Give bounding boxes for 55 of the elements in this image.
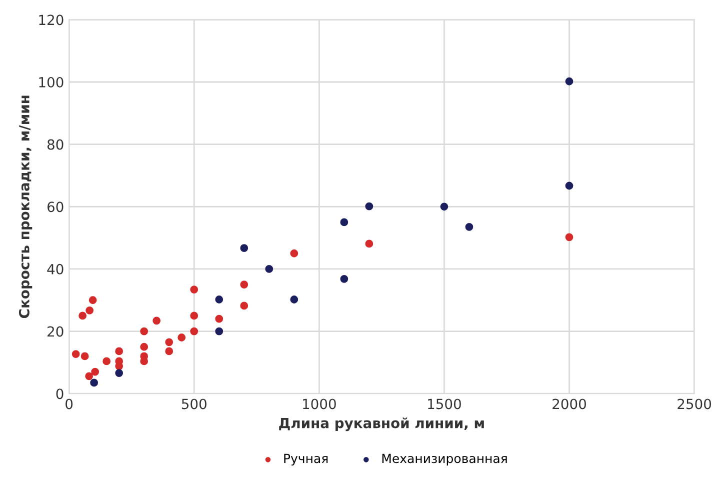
y-tick-label: 20 xyxy=(48,326,64,337)
point xyxy=(165,338,174,346)
point xyxy=(115,369,124,377)
point xyxy=(340,218,348,226)
point xyxy=(85,372,94,380)
point xyxy=(102,357,111,366)
point xyxy=(565,233,574,242)
point xyxy=(440,202,448,211)
x-tick-label: 0 xyxy=(66,398,73,410)
point xyxy=(190,327,198,336)
point xyxy=(165,347,174,356)
point xyxy=(86,306,94,314)
point xyxy=(465,222,474,231)
point xyxy=(115,347,124,356)
x-tick-label: 1500 xyxy=(428,398,461,410)
x-tick-label: 1000 xyxy=(303,398,336,410)
y-tick-label: 100 xyxy=(39,76,64,88)
point xyxy=(215,296,224,304)
y-tick-label: 40 xyxy=(47,264,64,274)
point xyxy=(565,77,574,86)
point xyxy=(340,274,348,283)
legend-label: Ручная xyxy=(284,454,328,466)
x-tick-label: 2500 xyxy=(678,398,712,410)
point xyxy=(140,342,148,351)
point xyxy=(215,327,224,336)
point xyxy=(215,314,224,323)
legend-label: Механизированная xyxy=(382,454,507,466)
point xyxy=(265,265,274,273)
point xyxy=(190,286,198,294)
point xyxy=(290,249,298,258)
point xyxy=(140,327,148,336)
point xyxy=(91,368,100,376)
point xyxy=(178,334,186,342)
point xyxy=(72,350,80,358)
point xyxy=(565,182,574,190)
y-tick-label: 0 xyxy=(56,388,64,400)
y-tick-label: 80 xyxy=(47,139,64,150)
point xyxy=(240,280,248,288)
point xyxy=(88,296,97,304)
point xyxy=(90,378,98,387)
point xyxy=(240,302,248,310)
y-tick-label: 60 xyxy=(48,202,64,212)
x-axis-title: Длина рукавной линии, м xyxy=(279,417,484,432)
point xyxy=(365,240,374,248)
point xyxy=(240,244,248,252)
point xyxy=(152,316,161,325)
y-tick-label: 120 xyxy=(39,14,64,26)
point xyxy=(365,202,374,210)
point xyxy=(190,312,198,320)
point xyxy=(78,312,87,320)
y-axis-title: Скорость прокладки, м/мин xyxy=(18,96,32,318)
x-tick-label: 2000 xyxy=(552,398,586,410)
point xyxy=(290,296,298,304)
point xyxy=(80,352,89,360)
x-tick-label: 500 xyxy=(182,398,206,410)
